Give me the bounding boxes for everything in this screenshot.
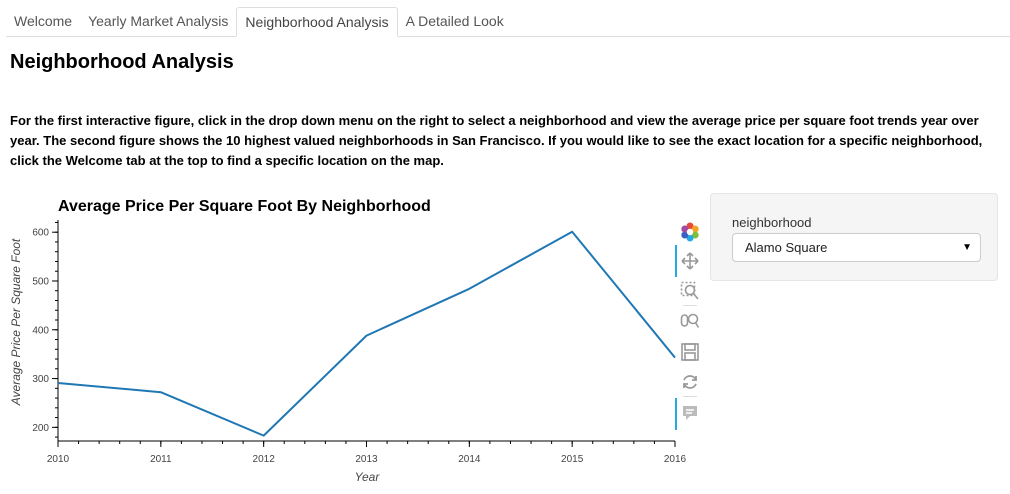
y-tick-label: 200	[32, 423, 49, 434]
neighborhood-widget-panel: neighborhood Alamo Square ▼	[710, 193, 998, 281]
tab-bar: Welcome Yearly Market Analysis Neighborh…	[6, 6, 1010, 37]
x-tick-label: 2012	[253, 454, 276, 465]
dropdown-arrow-icon: ▼	[962, 242, 972, 253]
x-tick-label: 2014	[458, 454, 481, 465]
series-line	[57, 230, 676, 437]
active-drag-indicator	[675, 245, 677, 277]
x-tick-label: 2015	[561, 454, 584, 465]
save-icon[interactable]	[679, 341, 701, 363]
x-tick-label: 2010	[47, 454, 70, 465]
tab-welcome[interactable]: Welcome	[14, 13, 73, 29]
wheel-zoom-icon[interactable]	[679, 310, 701, 332]
pan-icon[interactable]	[679, 250, 701, 272]
x-tick-label: 2013	[355, 454, 378, 465]
neighborhood-select-value: Alamo Square	[745, 240, 828, 255]
line-chart[interactable]: 2010 2011 2012 2013 2014 2015 2016 200 300 400 500…	[0, 180, 700, 490]
x-tick-label: 2016	[664, 454, 687, 465]
x-axis-label: Year	[355, 470, 381, 484]
neighborhood-select[interactable]: Alamo Square ▼	[732, 233, 981, 262]
y-axis-label: Average Price Per Square Foot	[9, 238, 23, 406]
bokeh-logo-icon[interactable]	[679, 221, 701, 243]
hover-icon[interactable]	[679, 402, 701, 424]
y-tick-label: 500	[32, 276, 49, 287]
reset-icon[interactable]	[679, 371, 701, 393]
box-zoom-icon[interactable]	[679, 280, 701, 302]
x-tick-label: 2011	[150, 454, 172, 465]
y-tick-label: 600	[32, 228, 49, 239]
active-inspect-indicator	[675, 398, 677, 430]
page-title: Neighborhood Analysis	[10, 51, 234, 73]
y-tick-label: 300	[32, 374, 49, 385]
y-tick-label: 400	[32, 325, 49, 336]
plot-toolbar	[673, 219, 703, 431]
tab-a-detailed-look[interactable]: A Detailed Look	[405, 13, 504, 29]
tab-yearly-market-analysis[interactable]: Yearly Market Analysis	[88, 13, 229, 29]
tab-neighborhood-analysis[interactable]: Neighborhood Analysis	[236, 7, 398, 37]
chart-title: Average Price Per Square Foot By Neighbo…	[58, 198, 431, 215]
toolbar-divider	[683, 305, 697, 306]
neighborhood-label: neighborhood	[732, 215, 812, 230]
toolbar-divider	[683, 396, 697, 397]
intro-text: For the first interactive figure, click …	[10, 113, 983, 168]
